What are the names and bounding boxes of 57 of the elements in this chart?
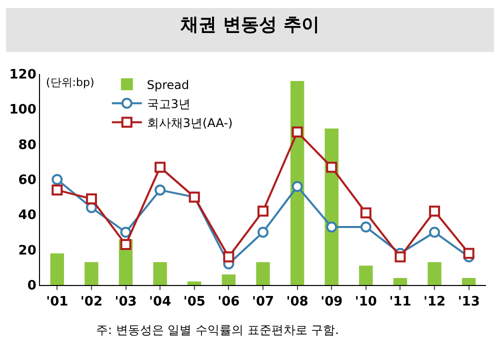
point [292, 181, 303, 192]
point [223, 251, 234, 262]
point [154, 184, 166, 196]
point [326, 162, 338, 173]
bar [222, 274, 236, 285]
legend-label: 회사채3년(AA-) [146, 116, 233, 130]
y-tick-label: 60 [18, 173, 36, 188]
annotation: (단위:bp) [46, 76, 94, 89]
chart-title: 채권 변동성 추이 [180, 14, 320, 36]
y-tick-label: 100 [9, 102, 36, 118]
bar [393, 278, 408, 285]
point [463, 248, 474, 259]
x-tick-label: '12 [424, 294, 446, 310]
x-tick-label: '11 [389, 294, 412, 310]
text: 주: 변동성은 일별 수익률의 표준편차로 구함. [96, 323, 339, 337]
bar [256, 262, 270, 285]
bar [462, 278, 476, 285]
point [52, 174, 63, 185]
y-tick-label: 80 [18, 138, 36, 153]
point [52, 184, 63, 196]
y-tick-label: 20 [18, 243, 36, 258]
x-tick-label: '08 [286, 294, 308, 310]
point [394, 251, 406, 262]
x-tick-label: '06 [218, 294, 240, 310]
bar [153, 262, 167, 285]
x-tick-label: '01 [46, 294, 68, 310]
legend-label: 국고3년 [146, 96, 191, 111]
x-tick-label: '03 [114, 294, 137, 310]
legend-label: Spread [146, 78, 190, 92]
point [258, 206, 268, 217]
bar [84, 262, 98, 285]
point [360, 221, 372, 232]
x-tick-label: '05 [183, 294, 206, 310]
point [120, 239, 132, 250]
bar [359, 266, 373, 285]
x-tick-label: '07 [252, 294, 274, 310]
point [429, 206, 440, 217]
point [326, 221, 338, 232]
point [429, 226, 440, 238]
y-tick-label: 120 [9, 68, 36, 83]
y-tick-label: 40 [18, 208, 36, 224]
bar [428, 262, 442, 285]
x-tick-label: '02 [80, 294, 102, 310]
x-tick-label: '10 [354, 294, 377, 310]
bar [50, 253, 64, 285]
x-tick-label: '09 [320, 294, 343, 310]
point [86, 193, 97, 204]
point [154, 162, 166, 173]
x-tick-label: '04 [149, 294, 172, 310]
point [258, 226, 268, 238]
x-tick-label: '13 [458, 294, 480, 310]
bar [188, 281, 202, 285]
point [360, 207, 372, 218]
bar [290, 81, 304, 285]
point [292, 126, 303, 138]
point [120, 226, 132, 238]
y-tick-label: 0 [27, 278, 36, 294]
